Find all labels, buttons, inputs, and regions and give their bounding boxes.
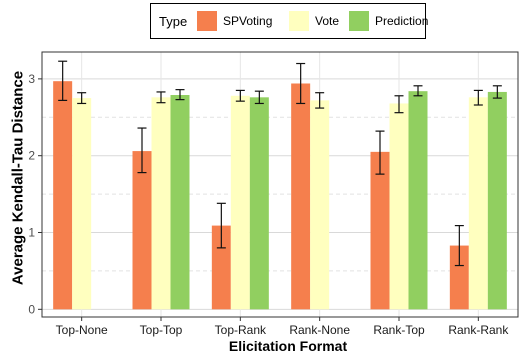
error-bar-spvoting-rank-none [296,62,306,105]
legend-key-vote [289,11,309,31]
error-bar-vote-rank-top [394,95,404,114]
bar-spvoting-rank-top [370,151,390,310]
y-tick-label: 0 [28,302,35,316]
y-tick-label: 2 [28,149,35,163]
error-bar-spvoting-top-none [58,60,68,101]
error-bar-spvoting-rank-rank [454,224,464,267]
legend-key-spvoting [197,11,217,31]
error-bar-spvoting-rank-top [375,130,385,175]
error-bar-prediction-rank-rank [492,85,502,99]
legend-label-spvoting: SPVoting [223,14,273,28]
legend-label-vote: Vote [315,14,340,28]
x-axis-label: Elicitation Format [228,338,348,354]
bar-spvoting-rank-rank [449,245,469,310]
error-bar-prediction-top-rank [254,90,264,105]
plot-border [41,51,519,318]
error-bar-vote-rank-none [315,92,325,109]
bar-vote-rank-none [310,100,330,310]
bar-spvoting-top-none [53,81,73,310]
grid-layer [42,52,518,317]
bar-prediction-rank-rank [487,91,507,310]
bar-vote-top-top [151,97,171,310]
bar-spvoting-rank-none [291,83,311,310]
error-bar-vote-top-rank [235,89,245,102]
x-tick-label: Top-Top [140,323,183,337]
bar-prediction-rank-top [408,91,428,310]
y-axis-label: Average Kendall-Tau Distance [9,70,27,286]
error-bar-spvoting-top-rank [216,202,226,249]
x-tick-label: Top-None [56,323,108,337]
error-bar-prediction-rank-top [413,85,423,97]
legend-key-prediction [349,11,369,31]
error-bar-vote-top-top [156,91,166,104]
bar-prediction-top-top [170,95,190,310]
error-bar-vote-top-none [77,92,87,105]
bar-vote-rank-top [389,103,409,310]
error-bars-layer [58,60,502,267]
error-bar-spvoting-top-top [137,127,147,174]
legend-label-prediction: Prediction [375,14,429,28]
x-tick-label: Rank-None [289,323,350,337]
bar-vote-top-rank [230,95,250,310]
bar-prediction-top-rank [249,97,269,310]
bar-vote-rank-rank [468,97,488,310]
y-tick-label: 3 [28,72,35,86]
x-tick-label: Top-Rank [215,323,267,337]
y-tick-label: 1 [28,226,35,240]
bars-layer [53,81,507,310]
axis-layer: 0 1 2 3 Top-None Top-Top Top-Rank Rank-None Rank… [28,51,519,337]
x-tick-label: Rank-Top [373,323,425,337]
error-bar-prediction-top-top [175,89,185,101]
bar-spvoting-top-rank [211,225,231,310]
bar-spvoting-top-top [132,151,152,310]
legend: Type SPVoting Vote Prediction [150,3,429,39]
x-tick-label: Rank-Rank [448,323,509,337]
error-bar-vote-rank-rank [473,89,483,106]
legend-title: Type [159,14,188,29]
bar-vote-top-none [72,98,92,310]
